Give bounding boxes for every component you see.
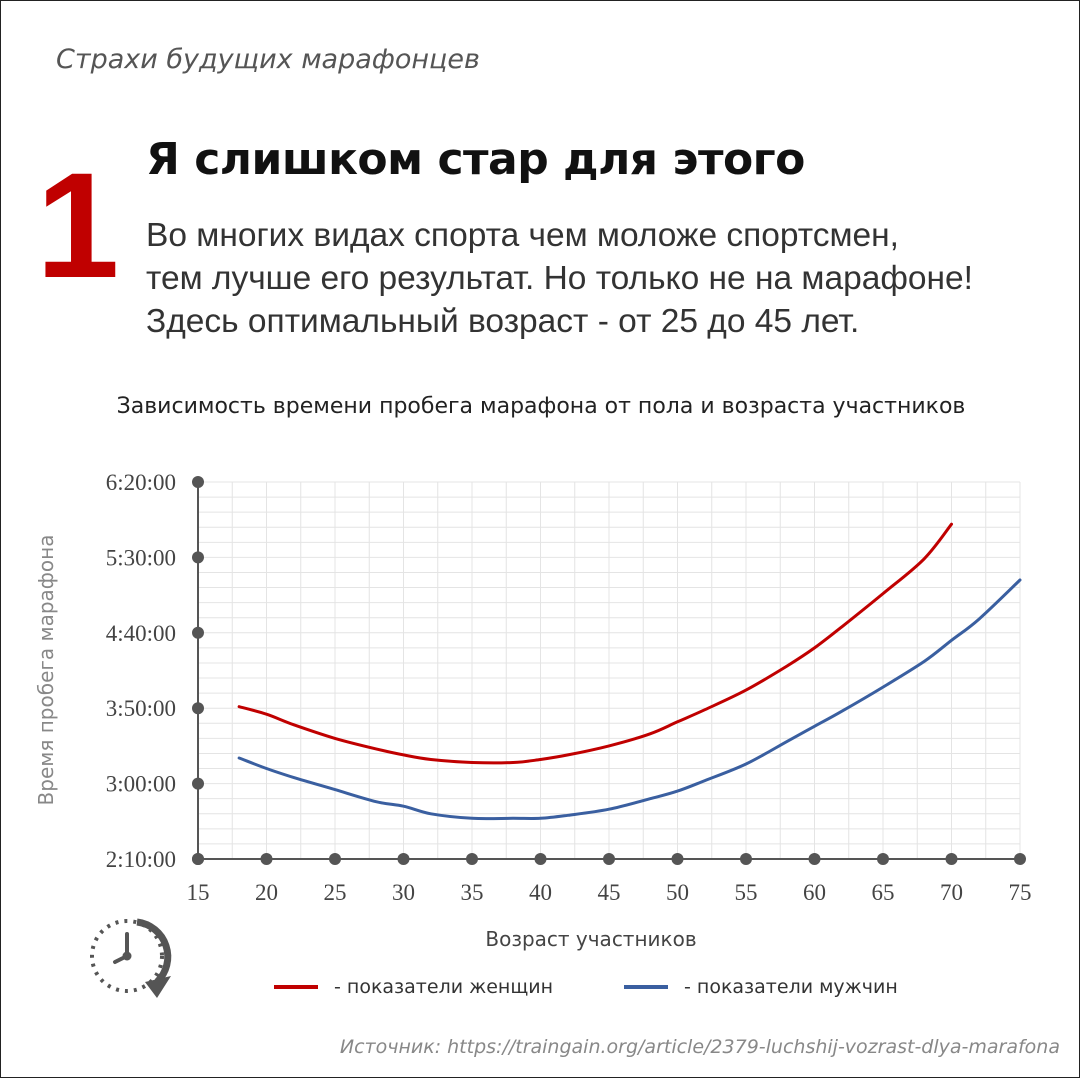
x-tick-dot <box>466 853 478 865</box>
y-tick-label: 3:00:00 <box>106 772 176 797</box>
x-tick-label: 55 <box>735 880 758 905</box>
y-tick-dot <box>192 626 204 639</box>
x-tick-label: 25 <box>324 880 347 905</box>
lead-line: тем лучше его результат. Но только не на… <box>146 260 973 297</box>
legend-women-swatch <box>274 985 318 989</box>
x-axis-title: Возраст участников <box>485 927 696 951</box>
x-tick-label: 35 <box>461 880 484 905</box>
x-tick-dot <box>329 853 341 865</box>
x-tick-label: 45 <box>598 880 621 905</box>
y-tick-dot <box>192 777 204 790</box>
source-citation: Источник: https://traingain.org/article/… <box>339 1036 1060 1058</box>
x-tick-label: 75 <box>1009 880 1032 905</box>
lead-line: Во многих видах спорта чем моложе спортс… <box>146 217 899 254</box>
chart-title: Зависимость времени пробега марафона от … <box>116 394 966 419</box>
series-women-line <box>237 522 953 765</box>
x-tick-dot <box>877 853 889 865</box>
legend-men-swatch <box>624 985 668 989</box>
x-tick-dot <box>671 853 684 865</box>
y-tick-label: 6:20:00 <box>106 470 176 495</box>
y-tick-dot <box>192 551 204 564</box>
x-tick-dot <box>1014 853 1026 865</box>
y-tick-label: 5:30:00 <box>106 545 176 570</box>
x-tick-label: 20 <box>255 880 278 905</box>
x-tick-label: 15 <box>187 880 210 905</box>
y-tick-label: 2:10:00 <box>106 847 176 872</box>
legend-women-label: - показатели женщин <box>334 976 553 998</box>
x-tick-dot <box>260 853 273 865</box>
series-men-line <box>237 578 1022 821</box>
x-tick-label: 65 <box>872 880 895 905</box>
x-tick-dot <box>808 853 821 865</box>
legend-men: - показатели мужчин <box>624 976 898 998</box>
y-tick-dot <box>192 702 204 715</box>
x-tick-dot <box>945 853 958 865</box>
x-tick-label: 70 <box>940 880 963 905</box>
headline: Я слишком стар для этого <box>146 134 805 185</box>
x-tick-label: 60 <box>803 880 826 905</box>
legend-women: - показатели женщин <box>274 976 553 998</box>
lead-line: Здесь оптимальный возраст - от 25 до 45 … <box>146 303 860 340</box>
clock-arrow-icon <box>90 918 172 998</box>
label-layer: 2:10:00 3:00:00 3:50:00 4:40:00 5:30:00 6:20:… <box>34 470 1032 951</box>
lead-paragraph: Во многих видах спорта чем моложе спортс… <box>146 214 1066 343</box>
x-tick-dot <box>534 853 547 865</box>
axis-layer <box>192 476 1026 865</box>
series-layer <box>237 522 1022 821</box>
x-tick-label: 30 <box>392 880 415 905</box>
x-tick-label: 50 <box>666 880 689 905</box>
grid-layer <box>197 481 1021 860</box>
fear-number: 1 <box>36 141 120 309</box>
legend-men-label: - показатели мужчин <box>684 976 898 998</box>
y-axis-title: Время пробега марафона <box>34 535 58 806</box>
x-tick-dot <box>397 853 410 865</box>
x-tick-label: 40 <box>529 880 552 905</box>
y-tick-label: 3:50:00 <box>106 696 176 721</box>
y-tick-dot <box>192 476 204 488</box>
kicker-text: Страхи будущих марафонцев <box>56 44 480 75</box>
x-tick-dot <box>740 853 752 865</box>
x-tick-dot <box>603 853 615 865</box>
x-tick-dot <box>192 853 204 865</box>
y-tick-label: 4:40:00 <box>106 621 176 646</box>
